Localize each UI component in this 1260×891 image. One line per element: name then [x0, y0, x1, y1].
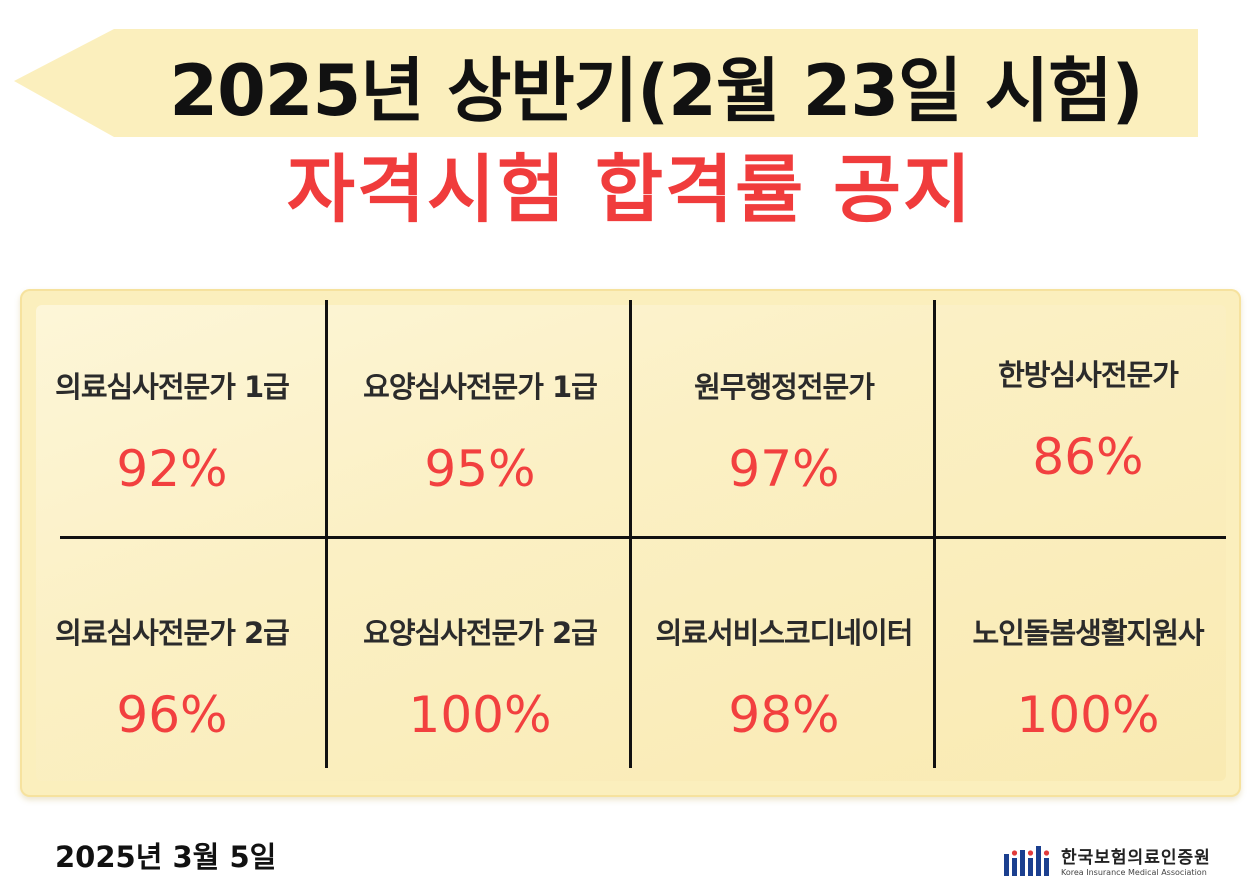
- cert-name: 한방심사전문가: [998, 358, 1179, 392]
- result-cell: 원무행정전문가 97%: [632, 300, 936, 536]
- pass-rate: 98%: [728, 686, 840, 744]
- result-cell: 노인돌봄생활지원사 100%: [936, 540, 1240, 776]
- result-cell: 한방심사전문가 86%: [936, 300, 1240, 536]
- pass-rate: 100%: [408, 686, 552, 744]
- grid-divider: [60, 536, 1226, 539]
- pass-rate: 86%: [1032, 428, 1144, 486]
- cert-name: 요양심사전문가 1급: [363, 370, 598, 404]
- pass-rate: 100%: [1016, 686, 1160, 744]
- cert-name: 의료심사전문가 2급: [55, 616, 290, 650]
- org-logo: 한국보험의료인증원 Korea Insurance Medical Associ…: [1003, 838, 1243, 882]
- cert-name: 노인돌봄생활지원사: [972, 616, 1204, 650]
- cert-name: 요양심사전문가 2급: [363, 616, 598, 650]
- cert-name: 의료서비스코디네이터: [655, 616, 914, 650]
- grid-divider: [325, 300, 328, 768]
- result-cell: 의료심사전문가 1급 92%: [20, 300, 324, 536]
- cert-name: 원무행정전문가: [694, 370, 875, 404]
- pass-rate: 92%: [116, 440, 228, 498]
- pass-rate: 97%: [728, 440, 840, 498]
- banner-arrow-shape: [14, 29, 1198, 137]
- result-cell: 의료심사전문가 2급 96%: [20, 540, 324, 776]
- result-cell: 의료서비스코디네이터 98%: [632, 540, 936, 776]
- page-subtitle: 자격시험 합격률 공지: [286, 146, 974, 233]
- notice-date: 2025년 3월 5일: [55, 840, 277, 874]
- grid-divider: [933, 300, 936, 768]
- org-name-en: Korea Insurance Medical Association: [1061, 868, 1207, 877]
- pass-rate: 95%: [424, 440, 536, 498]
- page-title: 2025년 상반기(2월 23일 시험): [169, 49, 1143, 132]
- org-name: 한국보험의료인증원: [1061, 848, 1211, 868]
- result-cell: 요양심사전문가 2급 100%: [328, 540, 632, 776]
- pass-rate: 96%: [116, 686, 228, 744]
- result-cell: 요양심사전문가 1급 95%: [328, 300, 632, 536]
- cert-name: 의료심사전문가 1급: [55, 370, 290, 404]
- org-logo-icon: [1004, 846, 1050, 876]
- grid-divider: [629, 300, 632, 768]
- title-banner: [14, 29, 1198, 139]
